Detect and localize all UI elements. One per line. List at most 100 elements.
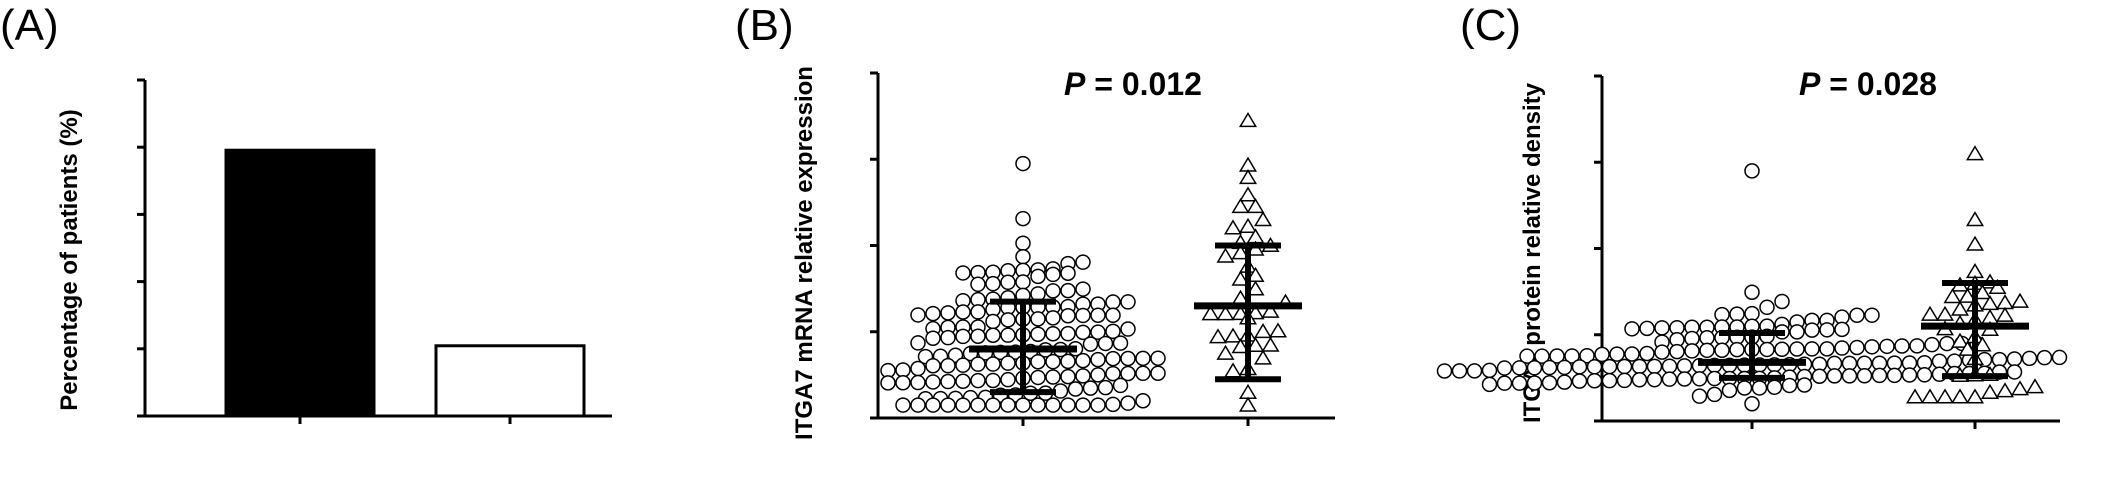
panel-b-point-cr [940, 373, 956, 390]
panel-b-point-cr [985, 275, 1001, 292]
panel-b-point-cr [1075, 254, 1091, 270]
panel-c-point-cr [1571, 359, 1588, 375]
panel-b-point-cr [1105, 307, 1121, 323]
panel-c-point-cr [1826, 368, 1843, 384]
panel-b-point-non-cr [1246, 280, 1265, 296]
panel-c-point-cr [1879, 338, 1895, 355]
panel-b-point-cr [1090, 367, 1106, 383]
panel-b-point-cr [910, 397, 926, 413]
panel-b-point-cr [985, 356, 1001, 372]
panel-b-point-cr [1150, 350, 1166, 366]
panel-c-point-non-cr [1905, 388, 1925, 404]
panel-c-point-cr [1789, 341, 1805, 357]
panel-b-point-cr [910, 374, 926, 391]
panel-c-point-cr [1744, 163, 1760, 179]
panel-b-point-non-cr [1208, 328, 1228, 344]
panel-c-point-cr [1736, 380, 1753, 396]
panel-b-point-non-cr [1246, 197, 1265, 214]
panel-b-point-cr [1030, 326, 1046, 342]
panel-c-point-cr [1586, 359, 1603, 375]
panel-c-point-cr [1481, 376, 1498, 393]
panel-b-point-cr [1135, 350, 1151, 367]
panel-b-point-cr [1045, 266, 1061, 283]
panel-b-point-cr [925, 330, 941, 346]
panel-b-point-cr [895, 374, 911, 391]
panel-b-point-cr [1060, 308, 1076, 324]
panel-c-point-cr [2036, 349, 2053, 366]
panel-a-bar-chart: (A) Percentage of patients (%) [0, 1, 612, 424]
panel-c-point-cr [1684, 343, 1700, 359]
panel-c-point-cr [1721, 382, 1738, 399]
panel-c-point-cr [1511, 360, 1528, 376]
panel-b-point-cr [1045, 369, 1061, 385]
panel-c-point-cr [1819, 341, 1835, 357]
panel-c-point-cr [1699, 342, 1715, 359]
panel-b-point-cr [955, 357, 971, 373]
panel-b-point-non-cr [1238, 383, 1258, 400]
panel-b-point-cr [1097, 379, 1114, 396]
panel-c-point-cr [1624, 346, 1640, 362]
panel-c-point-non-cr [1988, 278, 2007, 295]
panel-c-point-cr [1496, 360, 1513, 376]
panel-b-p-symbol: P [1064, 66, 1086, 102]
panel-c-point-non-cr [1980, 383, 2000, 399]
panel-c-point-cr [1834, 340, 1850, 356]
panel-b-point-non-cr [1238, 112, 1258, 128]
panel-c-point-cr [1669, 343, 1685, 360]
panel-b-point-cr [955, 397, 971, 413]
panel-b-point-cr [970, 372, 986, 389]
panel-c-point-non-cr [1995, 382, 2015, 398]
panel-c-point-cr [1729, 306, 1745, 322]
panel-c-letter: (C) [1460, 1, 1521, 50]
panel-b-point-cr [1060, 265, 1076, 281]
panel-b-point-cr [1000, 327, 1016, 343]
panel-c-point-cr [1924, 336, 1940, 353]
panel-b-point-cr [895, 362, 911, 378]
panel-b-point-cr [1075, 397, 1091, 413]
panel-b-point-cr [1150, 365, 1166, 381]
panel-b-point-cr [970, 276, 986, 293]
panel-c-p-value: P = 0.028 [1799, 66, 1937, 102]
panel-c-point-cr [2051, 349, 2068, 366]
panel-b-point-non-cr [1261, 336, 1280, 352]
panel-c-point-cr [1616, 358, 1633, 375]
panel-c-point-cr [1466, 363, 1483, 379]
panel-c-point-cr [1744, 396, 1760, 412]
panel-b-point-non-cr [1246, 304, 1265, 320]
panel-c-point-cr [1864, 307, 1880, 323]
panel-c-point-cr [1601, 358, 1618, 375]
panel-b-point-non-cr [1261, 302, 1280, 318]
panel-c-point-cr [1916, 367, 1933, 383]
panel-b-point-cr [940, 397, 956, 413]
panel-b-point-non-cr [1223, 327, 1243, 343]
panel-b-point-cr [1120, 395, 1136, 411]
panel-b-point-cr [1075, 368, 1091, 384]
panel-c-point-non-cr [1973, 284, 1992, 300]
panel-b-point-cr [985, 327, 1001, 343]
panel-c-dot-plot: (C) ITGA7 protein relative density P = 0… [1436, 1, 2068, 429]
panel-c-point-cr [1759, 299, 1775, 316]
panel-b-point-cr [985, 372, 1001, 389]
panel-b-point-cr [925, 357, 941, 374]
panel-c-point-cr [1654, 344, 1670, 360]
panel-c-point-cr [1564, 348, 1580, 364]
panel-b-point-cr [1000, 397, 1016, 413]
panel-b-point-non-cr [1216, 344, 1235, 360]
panel-b-point-non-cr [1253, 349, 1273, 365]
panel-c-axes [1594, 74, 2060, 423]
panel-c-point-non-cr [2025, 378, 2045, 394]
panel-c-point-cr [1594, 346, 1610, 363]
panel-c-point-cr [1624, 321, 1640, 337]
panel-b-point-cr [940, 329, 956, 346]
panel-b-point-cr [1090, 351, 1106, 368]
panel-c-point-cr [1901, 367, 1918, 383]
panel-b-point-non-cr [1238, 168, 1258, 185]
panel-b-point-cr [1082, 380, 1099, 396]
panel-b-point-cr [1075, 352, 1091, 369]
panel-b-point-non-cr [1238, 396, 1258, 412]
panel-c-point-cr [1586, 372, 1603, 389]
panel-b-point-cr [1097, 335, 1114, 352]
panel-c-point-cr [1549, 348, 1565, 364]
panel-b-point-cr [1105, 396, 1121, 413]
